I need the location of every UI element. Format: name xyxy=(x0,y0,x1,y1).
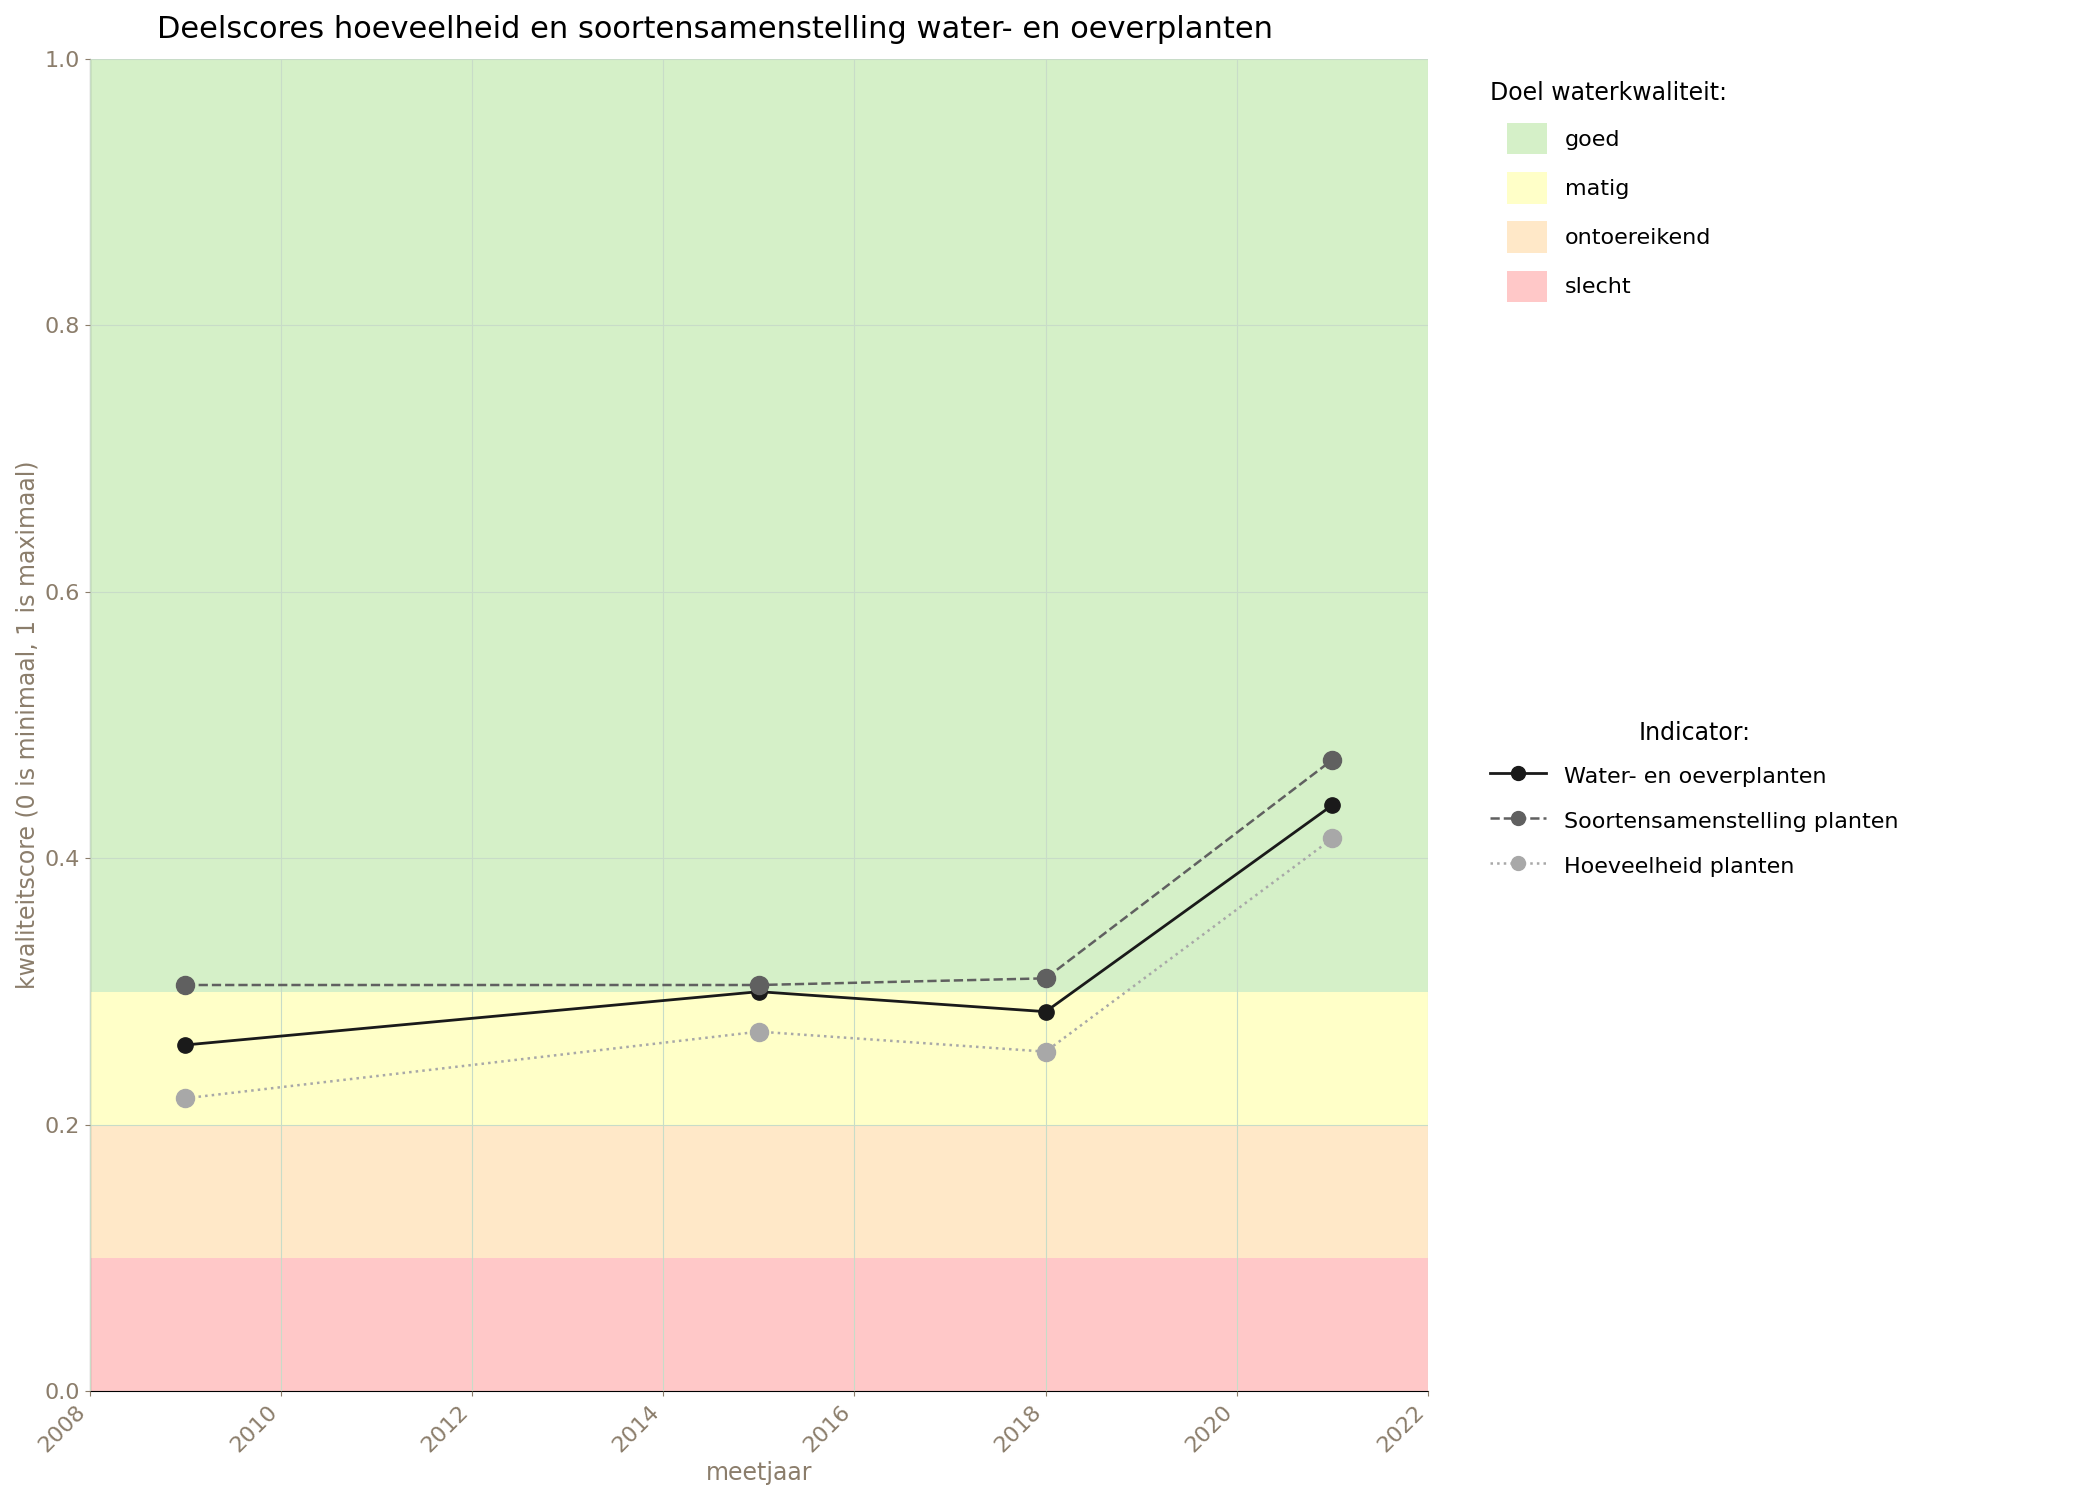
Y-axis label: kwaliteitscore (0 is minimaal, 1 is maximaal): kwaliteitscore (0 is minimaal, 1 is maxi… xyxy=(15,460,40,990)
Water- en oeverplanten xyxy=(1033,1002,1058,1020)
X-axis label: meetjaar: meetjaar xyxy=(706,1461,813,1485)
Water- en oeverplanten xyxy=(1319,796,1344,814)
Bar xyxy=(90,1125,1428,1258)
Bar xyxy=(90,992,1428,1125)
Line: Water- en oeverplanten: Water- en oeverplanten xyxy=(178,798,1340,1053)
Line: Soortensamenstelling planten: Soortensamenstelling planten xyxy=(176,752,1342,994)
Soortensamenstelling planten xyxy=(1033,969,1058,987)
Line: Hoeveelheid planten: Hoeveelheid planten xyxy=(176,830,1342,1107)
Water- en oeverplanten xyxy=(746,982,771,1000)
Bar xyxy=(90,1258,1428,1392)
Water- en oeverplanten xyxy=(172,1036,197,1054)
Soortensamenstelling planten xyxy=(1319,752,1344,770)
Hoeveelheid planten xyxy=(1319,830,1344,848)
Soortensamenstelling planten xyxy=(746,976,771,994)
Hoeveelheid planten xyxy=(1033,1042,1058,1060)
Hoeveelheid planten xyxy=(746,1023,771,1041)
Bar xyxy=(90,58,1428,992)
Soortensamenstelling planten xyxy=(172,976,197,994)
Text: Deelscores hoeveelheid en soortensamenstelling water- en oeverplanten: Deelscores hoeveelheid en soortensamenst… xyxy=(158,15,1273,44)
Legend: Water- en oeverplanten, Soortensamenstelling planten, Hoeveelheid planten: Water- en oeverplanten, Soortensamenstel… xyxy=(1478,710,1909,891)
Hoeveelheid planten xyxy=(172,1089,197,1107)
